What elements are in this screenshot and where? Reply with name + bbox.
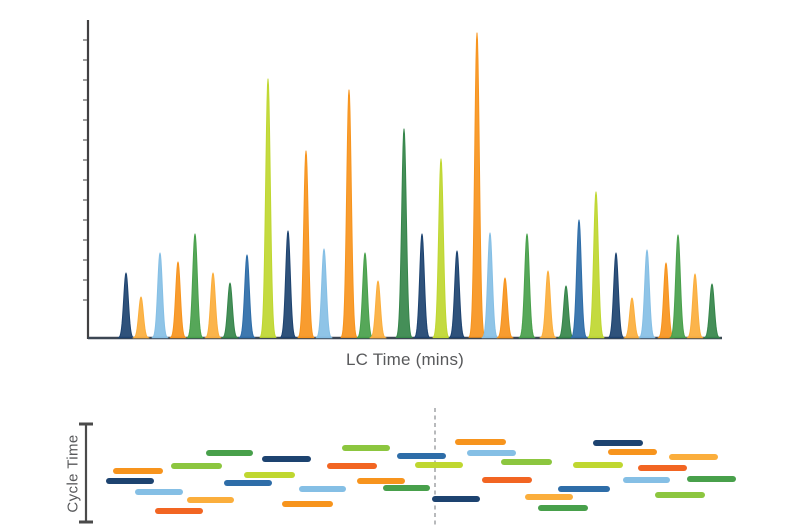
chromatogram-peak <box>221 282 239 339</box>
cycle-bar <box>299 486 346 492</box>
chromatogram-peak <box>279 230 297 339</box>
chromatogram-peak <box>204 272 222 339</box>
cycle-time-axis-label: Cycle Time <box>64 434 82 513</box>
chromatogram-peak <box>315 248 333 339</box>
cycle-bar <box>501 459 552 465</box>
chromatogram-peak <box>468 32 486 338</box>
chromatogram-peak <box>186 233 204 339</box>
chromatogram-peak <box>297 150 315 339</box>
cycle-bar <box>282 501 333 507</box>
chromatogram-peak <box>570 219 588 339</box>
cycle-bar <box>113 468 163 474</box>
chromatogram-peak <box>496 277 514 339</box>
cycle-bar <box>538 505 588 511</box>
chromatogram-peak <box>703 283 721 339</box>
chromatogram-peak <box>151 252 169 339</box>
cycle-bar <box>455 439 506 445</box>
cycle-bar <box>327 463 377 469</box>
cycle-bar <box>135 489 183 495</box>
cycle-bar <box>262 456 311 462</box>
cycle-bar <box>244 472 295 478</box>
chromatogram-peak <box>448 250 466 339</box>
chromatogram-peak <box>413 233 431 339</box>
chromatogram-peak <box>657 262 675 339</box>
lc-chromatogram-chart <box>83 20 722 340</box>
cycle-bar <box>171 463 222 469</box>
cycle-bar <box>106 478 154 484</box>
chromatogram-peak <box>607 252 625 339</box>
chromatogram-peak <box>481 232 499 339</box>
chromatogram-peak <box>623 297 641 339</box>
chromatogram-peak <box>259 78 277 338</box>
cycle-bar <box>525 494 573 500</box>
chromatogram-peak <box>117 272 135 339</box>
chromatogram-peak <box>539 270 557 339</box>
cycle-time-chart <box>79 408 736 525</box>
cycle-bar <box>608 449 657 455</box>
chromatogram-peak <box>238 254 256 339</box>
cycle-bar <box>687 476 736 482</box>
chromatogram-peak <box>169 261 187 339</box>
cycle-bar <box>187 497 234 503</box>
cycle-bar <box>593 440 643 446</box>
chromatogram-peak <box>369 280 387 339</box>
chromatogram-peak <box>340 89 358 338</box>
cycle-bar <box>638 465 687 471</box>
cycle-bar <box>155 508 203 514</box>
cycle-bar <box>224 480 272 486</box>
cycle-bar <box>206 450 253 456</box>
cycle-bar <box>432 496 480 502</box>
chromatogram-peak <box>686 273 704 339</box>
chromatogram-peak <box>587 191 605 339</box>
cycle-bar <box>669 454 718 460</box>
cycle-bar <box>655 492 705 498</box>
cycle-bar <box>623 477 670 483</box>
chromatogram-peak <box>669 234 687 339</box>
x-axis-label: LC Time (mins) <box>345 350 465 369</box>
chromatogram-peak <box>356 252 374 339</box>
cycle-bar <box>558 486 610 492</box>
cycle-bar <box>357 478 405 484</box>
chromatogram-peak <box>432 158 450 339</box>
cycle-bar <box>383 485 430 491</box>
chromatogram-peak <box>638 249 656 339</box>
chromatogram-peak <box>132 296 150 339</box>
cycle-bar <box>467 450 516 456</box>
cycle-bar <box>415 462 463 468</box>
chromatogram-peak <box>518 233 536 339</box>
chromatogram-peak <box>557 285 575 339</box>
chromatogram-peak <box>395 128 413 338</box>
cycle-bar <box>482 477 532 483</box>
cycle-bar <box>342 445 390 451</box>
cycle-bar <box>573 462 623 468</box>
cycle-bar <box>397 453 446 459</box>
